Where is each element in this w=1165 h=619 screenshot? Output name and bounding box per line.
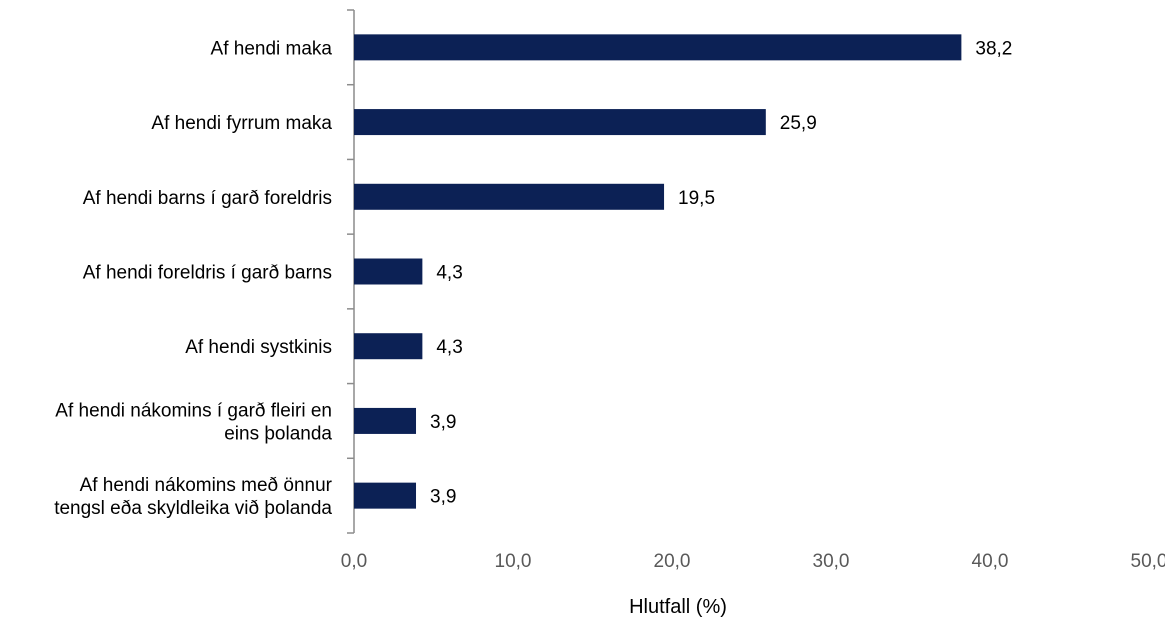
bar-value-label: 38,2 [975,38,1012,59]
category-label: Af hendi fyrrum maka [151,113,332,134]
bar-value-label: 3,9 [430,412,456,433]
category-label: Af hendi nákomins í garð fleiri en eins þ… [55,400,332,444]
x-tick-label: 0,0 [341,551,367,572]
x-tick-label: 10,0 [495,551,532,572]
category-label-line: eins þolanda [224,423,332,444]
bar-value-label: 4,3 [436,263,462,284]
bar [354,34,962,61]
category-label-line: Af hendi fyrrum maka [151,113,332,134]
category-label: Af hendi nákomins með önnur tengsl eða sk… [54,475,332,519]
bar [354,407,417,434]
bar-value-label: 25,9 [780,113,817,134]
category-label-line: Af hendi foreldris í garð barns [83,263,332,284]
x-axis-title: Hlutfall (%) [629,596,727,618]
bar-value-label: 4,3 [436,337,462,358]
category-label: Af hendi barns í garð foreldris [83,188,332,209]
x-tick-label: 50,0 [1131,551,1165,572]
x-tick-label: 40,0 [972,551,1009,572]
axis-layer [347,9,355,534]
category-label-line: Af hendi maka [211,38,333,59]
bar [354,183,665,210]
bar [354,333,423,360]
category-label-line: tengsl eða skyldleika við þolanda [54,498,332,519]
category-label-line: Af hendi systkinis [185,337,332,358]
category-label: Af hendi foreldris í garð barns [83,263,332,284]
bar-value-label: 19,5 [678,188,715,209]
bars-layer [354,34,962,509]
category-label: Af hendi maka [211,38,333,59]
bar [354,258,423,285]
labels-layer: 0,0 10,0 20,0 30,0 40,0 50,0 38,2 Af hendi maka… [54,38,1165,572]
category-label: Af hendi systkinis [185,337,332,358]
bar [354,482,417,509]
x-tick-label: 20,0 [654,551,691,572]
category-label-line: Af hendi nákomins með önnur [80,475,333,496]
x-tick-label: 30,0 [813,551,850,572]
bar [354,109,766,136]
bar-value-label: 3,9 [430,487,456,508]
category-label-line: Af hendi barns í garð foreldris [83,188,332,209]
category-label-line: Af hendi nákomins í garð fleiri en [55,400,332,421]
